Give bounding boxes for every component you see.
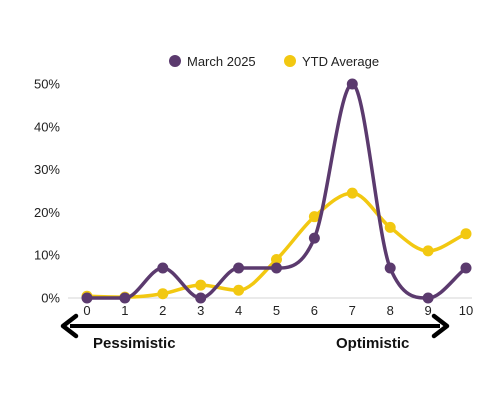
legend: March 2025 YTD Average xyxy=(169,54,379,69)
point-ytd-average-5 xyxy=(271,253,282,265)
point-march-2025-2 xyxy=(157,262,169,274)
point-march-2025-3 xyxy=(195,292,207,304)
y-tick-label: 10% xyxy=(34,248,60,263)
point-march-2025-6 xyxy=(308,232,320,244)
point-march-2025-10 xyxy=(460,262,472,274)
x-tick-label: 10 xyxy=(459,303,473,318)
series-march-2025 xyxy=(81,78,472,304)
x-tick-label: 1 xyxy=(121,303,128,318)
series-layer xyxy=(81,78,472,304)
point-march-2025-5 xyxy=(271,262,282,274)
y-tick-label: 50% xyxy=(34,77,60,92)
x-tick-label: 5 xyxy=(273,303,280,318)
arrow-right-icon xyxy=(431,313,450,339)
x-tick-label: 9 xyxy=(424,303,431,318)
point-march-2025-7 xyxy=(346,78,358,90)
arrow-left-icon xyxy=(60,313,79,339)
point-ytd-average-2 xyxy=(157,288,169,300)
y-axis-ticks: 0% 10% 20% 30% 40% 50% xyxy=(34,77,60,306)
y-tick-label: 40% xyxy=(34,119,60,134)
y-tick-label: 30% xyxy=(34,162,60,177)
x-tick-label: 2 xyxy=(159,303,166,318)
point-march-2025-4 xyxy=(233,262,245,274)
point-march-2025-1 xyxy=(119,292,131,304)
legend-marker-march-2025 xyxy=(169,55,181,67)
legend-marker-ytd-average xyxy=(284,55,296,67)
point-march-2025-0 xyxy=(81,292,93,304)
legend-label-ytd-average: YTD Average xyxy=(302,54,379,69)
x-tick-label: 6 xyxy=(311,303,318,318)
point-ytd-average-3 xyxy=(195,279,207,291)
point-ytd-average-10 xyxy=(460,228,472,240)
point-ytd-average-7 xyxy=(346,187,358,199)
point-ytd-average-6 xyxy=(308,211,320,223)
point-ytd-average-9 xyxy=(422,245,434,257)
x-tick-label: 7 xyxy=(349,303,356,318)
scale-label-optimistic: Optimistic xyxy=(336,335,409,352)
point-march-2025-8 xyxy=(384,262,396,274)
x-tick-label: 8 xyxy=(387,303,394,318)
x-tick-label: 4 xyxy=(235,303,242,318)
x-tick-label: 3 xyxy=(197,303,204,318)
y-tick-label: 0% xyxy=(41,291,60,306)
legend-label-march-2025: March 2025 xyxy=(187,54,256,69)
sentiment-scale-arrow xyxy=(60,313,450,339)
scale-label-pessimistic: Pessimistic xyxy=(93,335,176,352)
x-tick-label: 0 xyxy=(83,303,90,318)
point-ytd-average-4 xyxy=(233,284,245,296)
point-ytd-average-8 xyxy=(384,221,396,233)
y-tick-label: 20% xyxy=(34,205,60,220)
point-march-2025-9 xyxy=(422,292,434,304)
x-axis-ticks: 0 1 2 3 4 5 6 7 8 9 10 xyxy=(83,303,473,318)
